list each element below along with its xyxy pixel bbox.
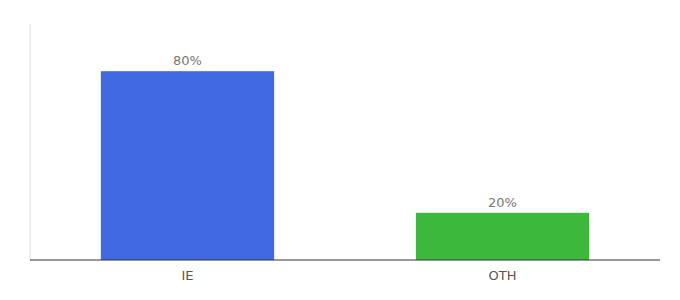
- chart: 80% 20% IE OTH: [0, 0, 680, 300]
- data-label: 20%: [488, 195, 517, 210]
- chart-container: 80% 20% IE OTH: [0, 0, 680, 300]
- x-axis-line: [30, 260, 660, 261]
- x-tick-label: IE: [181, 268, 193, 283]
- bar: [101, 71, 274, 260]
- plot-area: 80% 20% IE OTH: [30, 24, 660, 283]
- x-tick-label: OTH: [489, 268, 517, 283]
- y-range-line: [30, 24, 31, 260]
- bar: [416, 213, 589, 260]
- data-label: 80%: [173, 53, 202, 68]
- bars: [101, 71, 589, 260]
